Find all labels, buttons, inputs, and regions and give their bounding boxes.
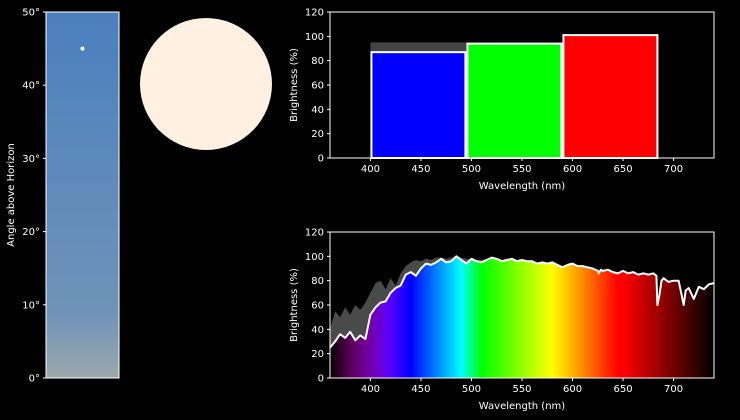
spectrum-x-tick-label: 500 bbox=[462, 384, 481, 395]
spectrum-x-tick-label: 400 bbox=[361, 384, 380, 395]
spectrum-y-tick-label: 80 bbox=[311, 276, 324, 287]
spectrum-x-tick-label: 650 bbox=[614, 384, 633, 395]
spectrum-brightness-curve bbox=[329, 255, 715, 349]
band-x-tick-label: 700 bbox=[664, 164, 683, 175]
band-y-tick-label: 80 bbox=[311, 56, 324, 67]
band-x-tick-label: 550 bbox=[512, 164, 531, 175]
band-x-tick-label: 500 bbox=[462, 164, 481, 175]
spectrum-x-tick-label: 700 bbox=[664, 384, 683, 395]
sun-disk bbox=[140, 18, 272, 150]
band-y-axis-label: Brightness (%) bbox=[289, 48, 300, 122]
band-bars bbox=[370, 34, 659, 160]
sky-y-tick-label: 0° bbox=[29, 374, 40, 385]
spectrum-y-axis-label: Brightness (%) bbox=[289, 268, 300, 342]
band-y-ticks: 0 20 40 60 80 100 120 bbox=[305, 8, 330, 165]
band-bar bbox=[370, 51, 467, 159]
spectrum-y-tick-label: 20 bbox=[311, 349, 324, 360]
sky-y-tick-label: 20° bbox=[22, 227, 40, 238]
sun-position-marker bbox=[80, 46, 85, 51]
spectrum-y-ticks: 0 20 40 60 80 100 120 bbox=[305, 228, 330, 385]
sky-y-ticks: 0° 10° 20° 30° 40° 50° bbox=[22, 8, 46, 385]
spectrum-y-tick-label: 60 bbox=[311, 301, 324, 312]
spectrum-y-tick-label: 100 bbox=[305, 252, 324, 263]
band-x-tick-label: 650 bbox=[614, 164, 633, 175]
band-x-tick-label: 600 bbox=[563, 164, 582, 175]
band-y-tick-label: 40 bbox=[311, 105, 324, 116]
sky-angle-panel: 0° 10° 20° 30° 40° 50° Angle above Horizon bbox=[6, 8, 120, 385]
sky-gradient-column bbox=[46, 12, 119, 378]
band-y-tick-label: 100 bbox=[305, 32, 324, 43]
spectrum-x-tick-label: 600 bbox=[563, 384, 582, 395]
spectrum-y-tick-label: 120 bbox=[305, 228, 324, 239]
sky-y-tick-label: 40° bbox=[22, 81, 40, 92]
spectrum-x-axis-label: Wavelength (nm) bbox=[479, 401, 565, 412]
spectrum-chart: 400 450 500 550 600 650 700 0 20 40 60 80 100 120 Wa… bbox=[289, 228, 715, 412]
sky-y-axis-label: Angle above Horizon bbox=[6, 143, 17, 247]
band-x-tick-label: 450 bbox=[411, 164, 430, 175]
band-y-tick-label: 120 bbox=[305, 8, 324, 19]
band-x-tick-label: 400 bbox=[361, 164, 380, 175]
band-x-axis-label: Wavelength (nm) bbox=[479, 181, 565, 192]
band-y-tick-label: 20 bbox=[311, 129, 324, 140]
sky-y-tick-label: 10° bbox=[22, 300, 40, 311]
spectrum-x-ticks: 400 450 500 550 600 650 700 bbox=[361, 378, 683, 395]
band-y-tick-label: 0 bbox=[318, 154, 324, 165]
spectrum-y-tick-label: 0 bbox=[318, 374, 324, 385]
band-bar bbox=[562, 34, 659, 159]
sky-y-tick-label: 30° bbox=[22, 154, 40, 165]
spectrum-x-tick-label: 450 bbox=[411, 384, 430, 395]
sky-column-frame bbox=[45, 11, 120, 379]
band-bar bbox=[466, 42, 563, 160]
spectrum-x-tick-label: 550 bbox=[512, 384, 531, 395]
sky-y-tick-label: 50° bbox=[22, 8, 40, 19]
spectrum-y-tick-label: 40 bbox=[311, 325, 324, 336]
band-x-ticks: 400 450 500 550 600 650 700 bbox=[361, 158, 683, 175]
band-y-tick-label: 60 bbox=[311, 81, 324, 92]
rgb-band-chart: 400 450 500 550 600 650 700 0 20 40 60 80 100 120 Wa… bbox=[289, 8, 715, 192]
